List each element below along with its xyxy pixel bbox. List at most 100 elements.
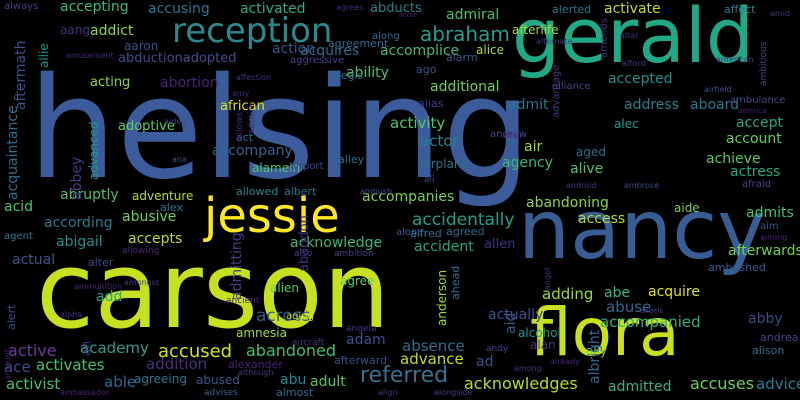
cloud-word: albert (284, 185, 317, 198)
cloud-word: alone (396, 227, 424, 238)
cloud-word: across (256, 306, 311, 326)
cloud-word: accomplice (380, 43, 460, 59)
cloud-word: academy (80, 339, 149, 357)
cloud-word: ammunition (74, 282, 123, 291)
cloud-word: alternate (536, 37, 573, 46)
cloud-word: accepting (60, 0, 129, 15)
cloud-word: america (738, 107, 767, 115)
cloud-word: activist (6, 375, 61, 393)
cloud-word: actress (730, 164, 781, 180)
cloud-word: ago (416, 63, 437, 76)
cloud-word: aggressive (290, 55, 345, 66)
cloud-word: actor (420, 132, 459, 150)
cloud-word: andy (486, 344, 509, 354)
cloud-word: addict (90, 23, 134, 39)
cloud-word: advance (400, 350, 464, 368)
cloud-word: alert (5, 304, 18, 330)
cloud-word: amusement (66, 51, 114, 60)
cloud-word: gerald (512, 0, 755, 80)
cloud-word: admire (247, 102, 257, 134)
cloud-word: alien (270, 281, 300, 295)
cloud-word: among (514, 364, 542, 373)
cloud-word: allowing (122, 246, 160, 256)
cloud-word: andie (398, 11, 418, 19)
cloud-word: abby (748, 311, 783, 327)
cloud-word: align (378, 388, 398, 397)
cloud-word: activate (604, 1, 661, 17)
cloud-word: admitting (229, 232, 245, 300)
cloud-word: ad (476, 354, 494, 370)
cloud-word: adult (310, 374, 346, 390)
cloud-word: access (578, 211, 626, 227)
cloud-word: admits (746, 205, 794, 221)
cloud-word: accused (158, 341, 233, 362)
cloud-word: activated (240, 1, 306, 17)
cloud-word: amount (3, 349, 12, 380)
cloud-word: accompany (212, 143, 293, 159)
cloud-word: actual (12, 252, 56, 268)
cloud-word: alfred (410, 227, 442, 240)
cloud-word: activity (390, 114, 446, 132)
cloud-word: ambitious (759, 41, 769, 86)
cloud-word: ana (172, 155, 187, 164)
cloud-word: agency (502, 155, 553, 171)
cloud-word: admit (508, 97, 549, 113)
cloud-word: active (8, 341, 57, 360)
cloud-word: abandoning (526, 195, 609, 211)
cloud-word: accident (414, 239, 474, 255)
cloud-word: adding (542, 285, 594, 303)
cloud-word: act (236, 131, 254, 144)
cloud-word: alice (476, 43, 505, 57)
cloud-word: ability (346, 65, 389, 81)
cloud-word: abe (604, 285, 631, 301)
cloud-word: acquires (300, 43, 360, 59)
cloud-word: advice (756, 375, 800, 393)
cloud-word: abraham (420, 22, 510, 46)
cloud-word: also (294, 249, 313, 259)
cloud-word: aegis (334, 69, 364, 82)
cloud-word: ambition (334, 249, 374, 259)
cloud-word: ambushed (708, 261, 766, 274)
cloud-word: alpha (60, 310, 83, 319)
cloud-word: referred (360, 363, 449, 388)
cloud-word: abusive (122, 209, 177, 225)
cloud-word: add (96, 289, 123, 305)
cloud-word: ambassador (60, 388, 110, 397)
cloud-word: abbey (69, 156, 85, 200)
cloud-word: alexander (228, 358, 283, 371)
cloud-word: airfield (704, 85, 732, 94)
cloud-word: carson (36, 229, 391, 352)
cloud-word: amnesia (236, 326, 287, 340)
cloud-word: afford (622, 59, 646, 68)
cloud-word: aaron (124, 39, 159, 53)
cloud-word: aide (674, 201, 700, 215)
cloud-word: african (220, 99, 265, 114)
cloud-word: accepted (608, 71, 673, 87)
cloud-word: air (524, 139, 543, 155)
cloud-word: airport (290, 161, 324, 172)
cloud-word: although (238, 368, 274, 377)
cloud-word: aided (164, 117, 187, 126)
cloud-word: achieve (706, 151, 761, 167)
cloud-word: advanced (87, 121, 101, 180)
cloud-word: abigail (56, 234, 103, 250)
cloud-word: abandoned (246, 341, 336, 360)
cloud-word: aid (503, 312, 519, 334)
cloud-word: accuses (690, 374, 755, 393)
cloud-word: accept (736, 115, 783, 131)
cloud-word: ace (4, 358, 31, 376)
cloud-word: alcohol (518, 326, 561, 340)
cloud-word: jessie (204, 188, 340, 244)
cloud-word: acquire (648, 284, 700, 300)
cloud-word: agreement (328, 37, 389, 50)
cloud-word: alliance (552, 81, 591, 92)
cloud-word: admitted (608, 379, 672, 395)
cloud-word: advises (204, 388, 238, 398)
cloud-word: angels (640, 307, 664, 315)
cloud-word: ambush (360, 187, 393, 196)
cloud-word: alias (418, 97, 444, 110)
cloud-word: ancient (226, 296, 260, 306)
cloud-word: affect (724, 3, 756, 16)
cloud-word: allows (235, 111, 245, 140)
cloud-word: airplane (420, 157, 469, 171)
